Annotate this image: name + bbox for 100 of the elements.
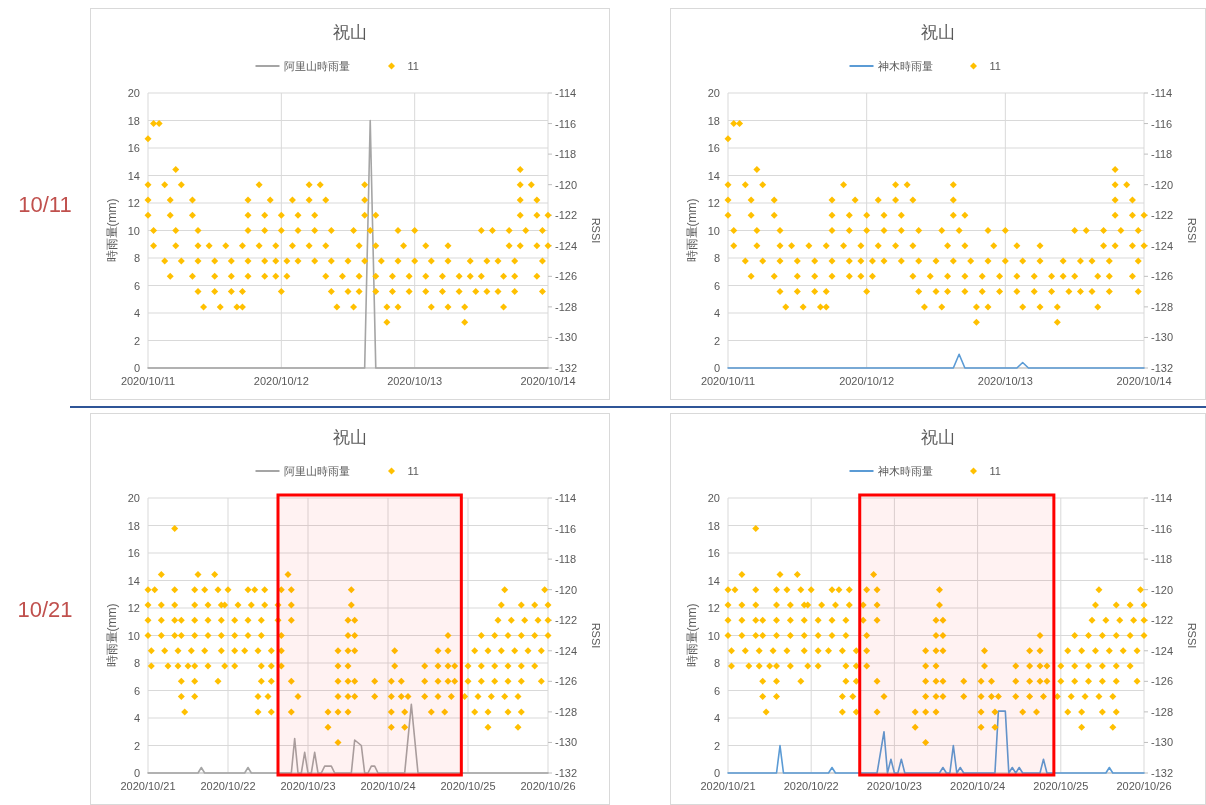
y-axis-title: 時雨量(mm) bbox=[685, 603, 699, 668]
y-axis-title: 時雨量(mm) bbox=[105, 198, 119, 263]
y-tick-label: 18 bbox=[127, 114, 140, 127]
y-tick-label: 10 bbox=[127, 629, 140, 642]
legend-label: 11 bbox=[407, 465, 419, 477]
y-tick-label: 20 bbox=[707, 87, 720, 99]
y2-tick-label: -130 bbox=[555, 331, 578, 344]
y-tick-label: 18 bbox=[707, 519, 720, 532]
y-tick-label: 4 bbox=[713, 712, 720, 724]
y-tick-label: 20 bbox=[127, 492, 140, 504]
y2-tick-label: -122 bbox=[1151, 614, 1174, 627]
y2-tick-label: -118 bbox=[555, 148, 577, 161]
y-tick-label: 8 bbox=[133, 252, 140, 264]
x-tick-label: 2020/10/23 bbox=[280, 780, 336, 792]
y-tick-label: 4 bbox=[133, 307, 140, 319]
y2-tick-label: -120 bbox=[1151, 583, 1174, 596]
y2-tick-label: -122 bbox=[1151, 209, 1174, 222]
y2-tick-label: -126 bbox=[555, 270, 578, 283]
y2-tick-label: -118 bbox=[555, 553, 577, 566]
y-tick-label: 14 bbox=[127, 574, 140, 587]
y-tick-label: 6 bbox=[713, 684, 720, 697]
chart-title: 祝山 bbox=[921, 428, 955, 447]
legend-label: 11 bbox=[989, 60, 1001, 72]
y-tick-label: 12 bbox=[707, 197, 720, 209]
y-tick-label: 8 bbox=[713, 657, 720, 669]
y-tick-label: 12 bbox=[127, 602, 140, 614]
x-tick-label: 2020/10/21 bbox=[700, 780, 756, 792]
text: 10/11 bbox=[18, 192, 72, 217]
y2-tick-label: -132 bbox=[1151, 767, 1174, 779]
y-tick-label: 12 bbox=[127, 197, 140, 209]
y-tick-label: 6 bbox=[713, 279, 720, 292]
y-tick-label: 16 bbox=[127, 142, 140, 154]
y2-tick-label: -132 bbox=[1151, 362, 1174, 374]
y-tick-label: 8 bbox=[713, 252, 720, 264]
y2-tick-label: -124 bbox=[555, 239, 578, 252]
y2-tick-label: -132 bbox=[555, 362, 578, 374]
y2-tick-label: -120 bbox=[555, 178, 578, 191]
y2-tick-label: -130 bbox=[555, 736, 578, 749]
legend-label: 11 bbox=[989, 465, 1001, 477]
x-tick-label: 2020/10/14 bbox=[520, 375, 576, 387]
x-tick-label: 2020/10/26 bbox=[520, 780, 576, 792]
y2-tick-label: -114 bbox=[1151, 87, 1173, 99]
y-tick-label: 12 bbox=[707, 602, 720, 614]
y-tick-label: 20 bbox=[707, 492, 720, 504]
x-tick-label: 2020/10/13 bbox=[387, 375, 443, 387]
x-tick-label: 2020/10/12 bbox=[253, 375, 309, 387]
x-tick-label: 2020/10/23 bbox=[866, 780, 922, 792]
y-tick-label: 18 bbox=[127, 519, 140, 532]
legend-label: 11 bbox=[407, 60, 419, 72]
y-tick-label: 16 bbox=[707, 142, 720, 154]
y2-tick-label: -126 bbox=[1151, 675, 1174, 688]
x-tick-label: 2020/10/25 bbox=[1033, 780, 1089, 792]
y-tick-label: 0 bbox=[713, 767, 720, 779]
y-tick-label: 8 bbox=[133, 657, 140, 669]
y2-axis-title: RSSI bbox=[590, 217, 602, 244]
legend-label: 神木時雨量 bbox=[877, 60, 933, 72]
y2-tick-label: -116 bbox=[1151, 117, 1173, 130]
legend-label: 神木時雨量 bbox=[877, 465, 933, 477]
y2-tick-label: -114 bbox=[555, 87, 577, 99]
y2-tick-label: -128 bbox=[555, 705, 578, 718]
y2-tick-label: -124 bbox=[1151, 644, 1174, 657]
y2-tick-label: -116 bbox=[555, 117, 577, 130]
y2-tick-label: -116 bbox=[555, 522, 577, 535]
y2-tick-label: -120 bbox=[1151, 178, 1174, 191]
y2-tick-label: -116 bbox=[1151, 522, 1173, 535]
y2-tick-label: -126 bbox=[555, 675, 578, 688]
y2-axis-title: RSSI bbox=[1186, 217, 1198, 244]
y-tick-label: 4 bbox=[133, 712, 140, 724]
y2-tick-label: -132 bbox=[555, 767, 578, 779]
y2-tick-label: -118 bbox=[1151, 553, 1173, 566]
x-tick-label: 2020/10/14 bbox=[1116, 375, 1172, 387]
y2-axis-title: RSSI bbox=[590, 622, 602, 649]
y-tick-label: 14 bbox=[127, 169, 140, 182]
y-tick-label: 14 bbox=[707, 574, 720, 587]
y2-tick-label: -128 bbox=[1151, 705, 1174, 718]
x-tick-label: 2020/10/11 bbox=[700, 375, 756, 387]
y2-tick-label: -114 bbox=[1151, 492, 1173, 504]
x-tick-label: 2020/10/24 bbox=[950, 780, 1006, 792]
y-tick-label: 6 bbox=[133, 279, 140, 292]
y2-tick-label: -114 bbox=[555, 492, 577, 504]
chart-title: 祝山 bbox=[921, 23, 955, 42]
y2-tick-label: -120 bbox=[555, 583, 578, 596]
y2-tick-label: -130 bbox=[1151, 736, 1174, 749]
y-tick-label: 2 bbox=[713, 739, 720, 752]
x-tick-label: 2020/10/22 bbox=[200, 780, 256, 792]
y-axis-title: 時雨量(mm) bbox=[685, 198, 699, 263]
y2-tick-label: -128 bbox=[1151, 300, 1174, 313]
y2-tick-label: -118 bbox=[1151, 148, 1173, 161]
x-tick-label: 2020/10/12 bbox=[839, 375, 895, 387]
y-tick-label: 2 bbox=[133, 739, 140, 752]
y-tick-label: 10 bbox=[707, 224, 720, 237]
x-tick-label: 2020/10/26 bbox=[1116, 780, 1172, 792]
text: 10/21 bbox=[17, 597, 73, 622]
y-tick-label: 18 bbox=[707, 114, 720, 127]
y-tick-label: 10 bbox=[707, 629, 720, 642]
y-tick-label: 2 bbox=[713, 334, 720, 347]
chart-title: 祝山 bbox=[333, 23, 367, 42]
y-tick-label: 0 bbox=[713, 362, 720, 374]
y2-tick-label: -130 bbox=[1151, 331, 1174, 344]
x-tick-label: 2020/10/25 bbox=[440, 780, 496, 792]
